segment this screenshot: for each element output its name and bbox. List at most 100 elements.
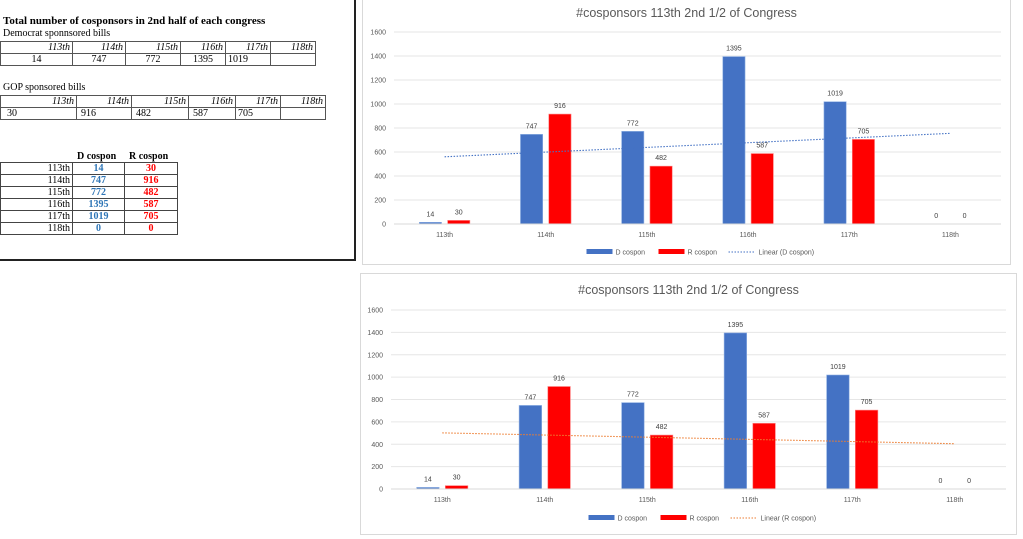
bar-r-cospon: [649, 165, 673, 225]
chart-r-trend-svg: #cosponsors 113th 2nd 1/2 of Congress 0 20…: [367, 283, 1006, 523]
data-label: 747: [525, 394, 537, 401]
gop-value-cell[interactable]: 30: [0, 107, 77, 120]
y-tick-label: 1000: [367, 375, 383, 382]
x-tick-label: 115th: [638, 232, 655, 239]
gop-header-cell[interactable]: 116th: [188, 95, 236, 108]
summary-row-label[interactable]: 116th: [0, 198, 73, 211]
data-label: 0: [963, 213, 967, 220]
bar-d-cospon: [823, 101, 847, 225]
legend-label: D cospon: [618, 516, 648, 523]
gop-value-cell[interactable]: 482: [131, 107, 189, 120]
summary-d-value[interactable]: 1395: [72, 198, 125, 211]
summary-d-value[interactable]: 747: [72, 174, 125, 187]
dem-value-cell[interactable]: 14: [0, 53, 73, 66]
y-tick-label: 600: [371, 419, 383, 426]
summary-row: 115th 772 482: [0, 186, 178, 199]
summary-row-label[interactable]: 115th: [0, 186, 73, 199]
summary-r-value[interactable]: 482: [124, 186, 178, 199]
chart-title: #cosponsors 113th 2nd 1/2 of Congress: [578, 283, 799, 297]
dem-table: 113th 114th 115th 116th 117th 118th 14 7…: [0, 41, 316, 66]
gop-header-cell[interactable]: 113th: [0, 95, 77, 108]
gop-value-cell[interactable]: 916: [76, 107, 132, 120]
summary-d-value[interactable]: 14: [72, 162, 125, 175]
summary-r-value[interactable]: 705: [124, 210, 178, 223]
data-label: 1395: [726, 46, 742, 53]
dem-value-cell[interactable]: [270, 53, 316, 66]
y-tick-label: 1400: [367, 330, 383, 337]
summary-d-value[interactable]: 0: [72, 222, 125, 235]
dem-header-cell[interactable]: 117th: [225, 41, 271, 54]
dem-header-cell[interactable]: 113th: [0, 41, 73, 54]
dem-header-cell[interactable]: 114th: [72, 41, 126, 54]
legend-swatch-d: [588, 515, 615, 520]
dem-value-cell[interactable]: 747: [72, 53, 126, 66]
legend-swatch-r: [658, 249, 685, 254]
gop-value-cell[interactable]: [280, 107, 326, 120]
gop-table: 113th 114th 115th 116th 117th 118th 30 9…: [0, 95, 326, 120]
legend: D cospon R cospon Linear (R cospon): [588, 515, 817, 523]
data-label: 772: [627, 120, 639, 127]
summary-d-value[interactable]: 1019: [72, 210, 125, 223]
data-label: 587: [758, 412, 770, 419]
sheet-title: Total number of cosponsors in 2nd half o…: [3, 15, 266, 27]
legend-label: R cospon: [690, 516, 720, 523]
summary-row: 116th 1395 587: [0, 198, 178, 211]
bar-d-cospon: [723, 332, 747, 490]
summary-r-value[interactable]: 587: [124, 198, 178, 211]
dem-value-cell[interactable]: 1019: [225, 53, 271, 66]
data-label: 14: [424, 476, 432, 483]
bar-r-cospon: [650, 434, 674, 490]
summary-r-value[interactable]: 916: [124, 174, 178, 187]
trendline: [444, 132, 951, 158]
gop-header-cell[interactable]: 114th: [76, 95, 132, 108]
bar-r-cospon: [750, 153, 774, 225]
y-tick-label: 200: [374, 198, 386, 205]
chart-d-trend[interactable]: #cosponsors 113th 2nd 1/2 of Congress 0 20…: [362, 0, 1011, 265]
gop-header-cell[interactable]: 118th: [280, 95, 326, 108]
summary-row-label[interactable]: 118th: [0, 222, 73, 235]
y-tick-label: 200: [371, 464, 383, 471]
chart-title: #cosponsors 113th 2nd 1/2 of Congress: [576, 6, 797, 20]
summary-row-label[interactable]: 113th: [0, 162, 73, 175]
summary-row: 117th 1019 705: [0, 210, 178, 223]
summary-d-value[interactable]: 772: [72, 186, 125, 199]
legend: D cospon R cospon Linear (D cospon): [586, 249, 814, 257]
summary-r-value[interactable]: 30: [124, 162, 178, 175]
trendline: [442, 432, 955, 445]
y-tick-label: 0: [379, 487, 383, 494]
gop-header-cell[interactable]: 117th: [235, 95, 281, 108]
chart-r-trend[interactable]: #cosponsors 113th 2nd 1/2 of Congress 0 20…: [360, 273, 1017, 535]
legend-label: D cospon: [616, 250, 646, 257]
y-tick-label: 400: [374, 174, 386, 181]
dem-value-cell[interactable]: 1395: [180, 53, 226, 66]
data-label: 30: [453, 475, 461, 482]
summary-r-value[interactable]: 0: [124, 222, 178, 235]
dem-value-cell[interactable]: 772: [125, 53, 181, 66]
legend-label: Linear (R cospon): [761, 516, 817, 523]
dem-header-cell[interactable]: 118th: [270, 41, 316, 54]
bar-r-cospon: [445, 485, 469, 490]
bar-r-cospon: [855, 409, 879, 490]
bar-r-cospon: [547, 386, 571, 490]
x-tick-label: 117th: [844, 497, 861, 504]
y-tick-label: 1200: [367, 352, 383, 359]
data-label: 30: [455, 209, 463, 216]
gop-header-cell[interactable]: 115th: [131, 95, 189, 108]
spreadsheet-panel: Total number of cosponsors in 2nd half o…: [0, 0, 356, 261]
dem-header-cell[interactable]: 116th: [180, 41, 226, 54]
y-tick-label: 1400: [370, 54, 386, 61]
gop-value-cell[interactable]: 705: [235, 107, 281, 120]
y-tick-label: 1600: [367, 308, 383, 315]
dem-header-cell[interactable]: 115th: [125, 41, 181, 54]
y-tick-label: 0: [382, 222, 386, 229]
data-label: 705: [858, 128, 870, 135]
summary-row-label[interactable]: 117th: [0, 210, 73, 223]
summary-row-label[interactable]: 114th: [0, 174, 73, 187]
x-tick-label: 113th: [436, 232, 453, 239]
legend-swatch-d: [586, 249, 613, 254]
gop-value-cell[interactable]: 587: [188, 107, 236, 120]
summary-col-d-header: D cospon: [77, 151, 117, 162]
dem-table-label: Democrat sponnsored bills: [3, 28, 111, 39]
data-label: 916: [553, 376, 565, 383]
data-label: 1395: [728, 322, 744, 329]
